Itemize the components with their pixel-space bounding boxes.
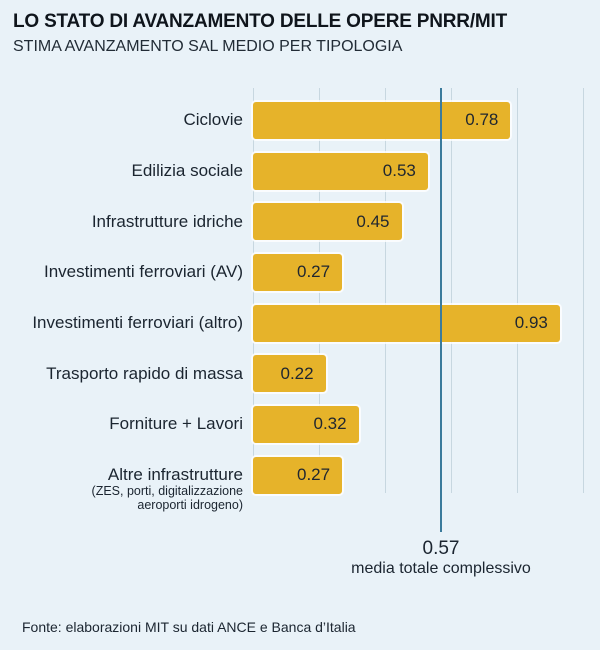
- reference-value: 0.57: [422, 538, 460, 559]
- bar-value-label: 0.27: [297, 262, 331, 282]
- bar-value-label: 0.22: [280, 363, 314, 383]
- category-label: Ciclovie: [183, 110, 243, 130]
- bar: 0.32: [253, 405, 359, 443]
- bar-area: 0.32: [253, 405, 600, 443]
- category-label: Trasporto rapido di massa: [46, 363, 243, 383]
- bar: 0.27: [253, 253, 343, 291]
- category-note: (ZES, porti, digitalizzazione aeroporti i…: [0, 485, 243, 512]
- chart-row: Edilizia sociale 0.53: [0, 146, 600, 197]
- reference-line: [440, 88, 442, 532]
- chart-row: Investimenti ferroviari (altro) 0.93: [0, 298, 600, 349]
- chart-row: Forniture + Lavori 0.32: [0, 399, 600, 450]
- bar: 0.45: [253, 203, 402, 241]
- bar-area: 0.53: [253, 152, 600, 190]
- bar-area: 0.22: [253, 355, 600, 393]
- bar-area: 0.45: [253, 203, 600, 241]
- bar-area: 0.78: [253, 101, 600, 139]
- category-label: Infrastrutture idriche: [91, 211, 243, 231]
- chart-row: Investimenti ferroviari (AV) 0.27: [0, 247, 600, 298]
- bar-area: 0.27: [253, 456, 600, 494]
- gridline: [583, 88, 584, 493]
- bar-value-label: 0.53: [382, 161, 416, 181]
- bar-area: 0.27: [253, 253, 600, 291]
- bar-value-label: 0.78: [465, 110, 499, 130]
- gridline: [385, 88, 386, 493]
- category-label: Edilizia sociale: [131, 161, 244, 181]
- bar: 0.78: [253, 101, 511, 139]
- chart-row: Infrastrutture idriche 0.45: [0, 196, 600, 247]
- bar: 0.22: [253, 355, 326, 393]
- chart-title: LO STATO DI AVANZAMENTO DELLE OPERE PNRR…: [13, 11, 508, 32]
- chart-row: Ciclovie 0.78: [0, 95, 600, 146]
- category-label: Investimenti ferroviari (altro): [32, 313, 243, 333]
- gridline: [517, 88, 518, 493]
- category-label: Altre infrastrutture (ZES, porti, digital…: [0, 465, 243, 511]
- bar-value-label: 0.32: [313, 414, 347, 434]
- bar-area: 0.93: [253, 304, 600, 342]
- category-note-line: (ZES, porti, digitalizzazione: [91, 484, 243, 499]
- chart-subtitle: STIMA AVANZAMENTO SAL MEDIO PER TIPOLOGI…: [13, 38, 403, 55]
- chart-rows: Ciclovie 0.78 Edilizia sociale 0.53 Infrastr…: [0, 95, 600, 511]
- chart-row: Trasporto rapido di massa 0.22: [0, 348, 600, 399]
- bar: 0.93: [253, 304, 560, 342]
- category-note-line: aeroporti idrogeno): [137, 497, 243, 512]
- bar-value-label: 0.27: [297, 465, 331, 485]
- bar: 0.27: [253, 456, 343, 494]
- bar-value-label: 0.93: [514, 313, 548, 333]
- bar-value-label: 0.45: [356, 211, 390, 231]
- reference-caption: media totale complessivo: [351, 560, 531, 577]
- chart-row: Altre infrastrutture (ZES, porti, digital…: [0, 450, 600, 511]
- source-note: Fonte: elaborazioni MIT su dati ANCE e B…: [22, 619, 356, 635]
- category-label: Forniture + Lavori: [109, 414, 243, 434]
- category-label: Investimenti ferroviari (AV): [43, 262, 243, 282]
- bar: 0.53: [253, 152, 428, 190]
- gridline: [451, 88, 452, 493]
